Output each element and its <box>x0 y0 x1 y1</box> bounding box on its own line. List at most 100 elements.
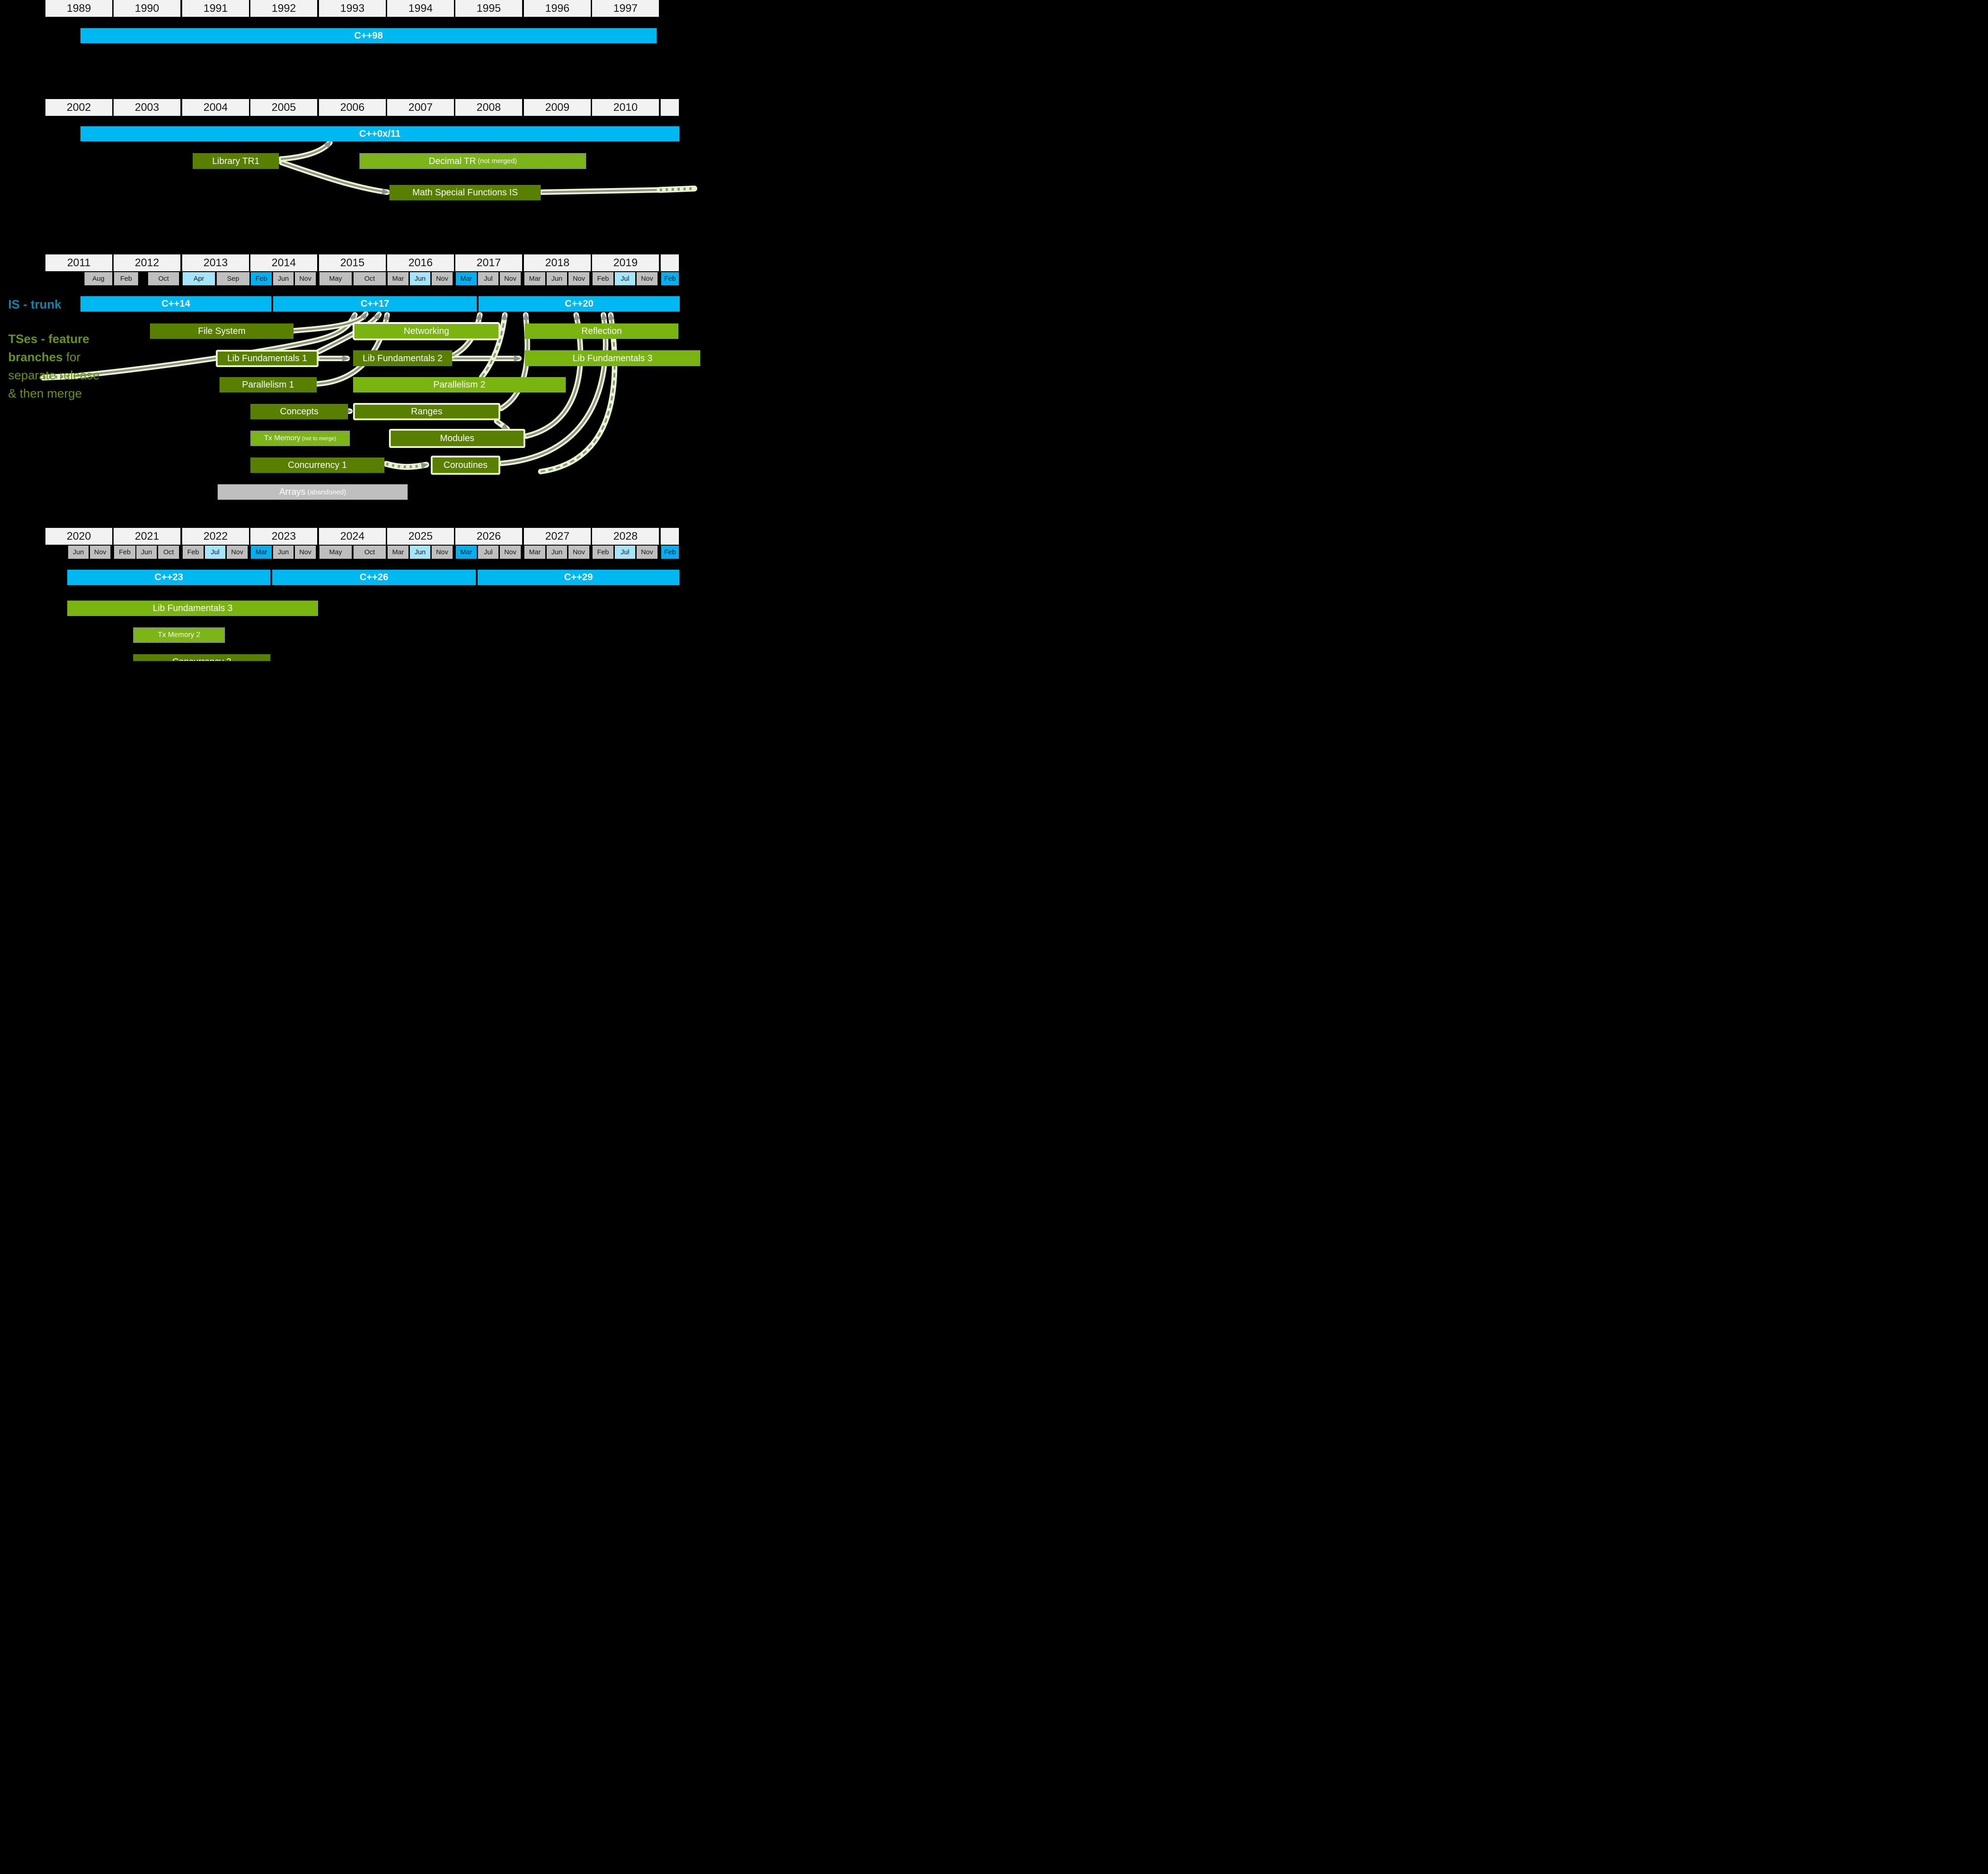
month-cell: Nov <box>432 272 453 285</box>
box-concepts: Concepts <box>250 404 348 419</box>
year-cell: 1994 <box>387 0 454 17</box>
month-cell: Mar <box>524 272 545 285</box>
month-cell: Jun <box>273 546 294 559</box>
year-cell: 2007 <box>387 99 454 116</box>
box-decimal-tr-label: Decimal TR <box>428 156 476 166</box>
box-decimal-tr: Decimal TR (not merged) <box>359 153 586 169</box>
month-cell: Oct <box>148 272 179 285</box>
box-lib-fundamentals-2-label: Lib Fundamentals 2 <box>363 353 443 363</box>
year-cell: 2002 <box>45 99 112 116</box>
trunk-c14: C++14 <box>80 296 271 312</box>
trunk-c0x11: C++0x/11 <box>80 126 679 141</box>
month-cell: Oct <box>354 546 386 559</box>
year-cell: 2027 <box>524 528 591 545</box>
month-cell: Nov <box>295 272 316 285</box>
arrow-tr1-to-cpp11 <box>278 140 333 162</box>
year-cell: 2021 <box>114 528 180 545</box>
year-cell: 1996 <box>524 0 591 17</box>
trunk-c98: C++98 <box>80 28 657 43</box>
month-cell: Jun <box>547 272 567 285</box>
box-arrays: Arrays (abandoned) <box>218 484 408 500</box>
trunk-c29: C++29 <box>478 570 679 585</box>
trunk-c17: C++17 <box>273 296 477 312</box>
box-concurrency-1: Concurrency 1 <box>250 457 384 473</box>
year-cell: 2009 <box>524 99 591 116</box>
year-cell-blank <box>661 99 679 116</box>
year-cell-blank <box>661 254 679 271</box>
box-tx-memory-sublabel: (not to merge) <box>300 435 336 442</box>
year-cell: 2012 <box>114 254 180 271</box>
month-cell: Nov <box>568 546 589 559</box>
month-cell: Mar <box>251 546 272 559</box>
box-concepts-label: Concepts <box>280 407 319 417</box>
box-parallelism-2-label: Parallelism 2 <box>433 380 486 390</box>
month-cell: Jul <box>478 546 498 559</box>
month-cell: Sep <box>217 272 249 285</box>
month-cell: Mar <box>388 272 409 285</box>
month-cell: Jun <box>410 546 430 559</box>
box-arrays-sublabel: (abandoned) <box>305 488 346 496</box>
box-lib-fundamentals-3-cont-label: Lib Fundamentals 3 <box>153 603 233 613</box>
month-cell: Jul <box>615 546 635 559</box>
month-cell: Feb <box>114 546 135 559</box>
month-cell: Mar <box>524 546 545 559</box>
box-math-special-functions-is: Math Special Functions IS <box>389 185 541 200</box>
year-cell: 2025 <box>387 528 454 545</box>
year-cell: 2018 <box>524 254 591 271</box>
trunk-c26: C++26 <box>272 570 476 585</box>
box-lib-fundamentals-3: Lib Fundamentals 3 <box>525 350 700 366</box>
box-arrays-label: Arrays <box>279 487 306 497</box>
box-reflection: Reflection <box>525 323 678 339</box>
box-ranges-label: Ranges <box>411 407 443 417</box>
trunk-c20: C++20 <box>478 296 680 312</box>
year-cell: 2003 <box>114 99 180 116</box>
year-cell: 2004 <box>182 99 249 116</box>
year-cell: 2008 <box>455 99 522 116</box>
box-decimal-tr-sublabel: (not merged) <box>476 157 517 165</box>
box-library-tr1-label: Library TR1 <box>212 156 260 166</box>
year-cell: 1989 <box>45 0 112 17</box>
box-tx-memory-2: Tx Memory 2 <box>133 627 225 643</box>
month-cell: Oct <box>354 272 386 285</box>
month-cell: Jun <box>136 546 157 559</box>
year-cell: 2023 <box>250 528 317 545</box>
year-cell: 1990 <box>114 0 180 17</box>
tses-line-3: separate release <box>8 368 100 382</box>
box-parallelism-2: Parallelism 2 <box>353 377 566 393</box>
box-tx-memory-label: Tx Memory <box>264 434 301 442</box>
month-cell: Nov <box>500 546 521 559</box>
box-file-system: File System <box>150 323 294 339</box>
month-cell: Mar <box>388 546 409 559</box>
box-lib-fundamentals-3-cont: Lib Fundamentals 3 <box>67 601 318 616</box>
year-cell: 2022 <box>182 528 249 545</box>
tses-line-2: branches for <box>8 350 81 364</box>
box-ranges: Ranges <box>353 403 500 420</box>
month-cell: May <box>319 546 352 559</box>
month-cell: Nov <box>637 546 658 559</box>
month-cell: Nov <box>432 546 453 559</box>
month-cell: Feb <box>251 272 272 285</box>
month-cell: Jul <box>205 546 225 559</box>
year-cell: 1997 <box>592 0 659 17</box>
box-lib-fundamentals-1-label: Lib Fundamentals 1 <box>227 353 307 363</box>
year-cell: 1993 <box>319 0 386 17</box>
month-cell: Feb <box>183 546 204 559</box>
tses-line-1: TSes - feature <box>8 332 90 346</box>
year-cell: 2006 <box>319 99 386 116</box>
cpp-timeline-diagram: IS - trunk TSes - feature branches for s… <box>0 0 701 661</box>
year-cell: 2013 <box>182 254 249 271</box>
month-cell: Nov <box>295 546 316 559</box>
box-lib-fundamentals-1: Lib Fundamentals 1 <box>216 350 319 367</box>
tses-feature-branches-label: TSes - feature branches for separate rel… <box>8 330 100 403</box>
box-concurrency-2-label: Concurrency 2 <box>172 657 231 661</box>
month-cell: Nov <box>500 272 521 285</box>
box-math-special-functions-is-label: Math Special Functions IS <box>412 188 518 198</box>
month-cell: Oct <box>158 546 179 559</box>
box-concurrency-1-label: Concurrency 1 <box>288 460 347 470</box>
box-modules: Modules <box>389 429 525 448</box>
arrow-math-is-continues <box>539 187 663 195</box>
month-cell: Mar <box>456 546 477 559</box>
box-coroutines: Coroutines <box>431 456 500 475</box>
year-cell-blank <box>661 528 679 545</box>
arrow-ranges-to-cpp20 <box>498 312 530 411</box>
